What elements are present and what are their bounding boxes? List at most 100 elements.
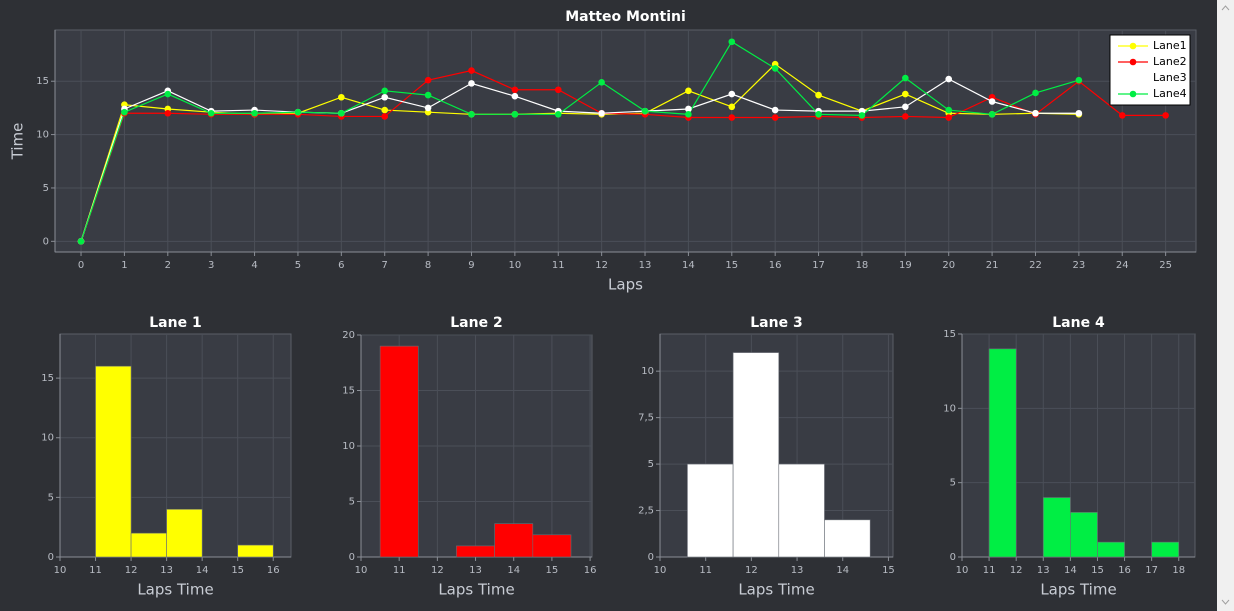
y-tick-label: 7,5 — [638, 413, 654, 424]
x-tick-label: 16 — [584, 565, 597, 576]
data-point — [381, 93, 389, 101]
x-tick-label: 10 — [54, 565, 67, 576]
data-point — [815, 91, 822, 99]
histogram-bar — [379, 345, 419, 558]
x-tick-label: 11 — [552, 260, 565, 271]
data-point — [728, 114, 736, 121]
data-point — [945, 75, 953, 83]
scrollbar[interactable] — [1217, 0, 1234, 611]
y-tick-label: 5 — [43, 183, 49, 194]
x-tick-label: 7 — [382, 260, 388, 271]
data-point — [1118, 112, 1126, 119]
data-point — [988, 111, 996, 118]
histogram-bar — [95, 365, 132, 558]
data-point — [945, 106, 953, 114]
histogram-bar — [237, 544, 274, 558]
x-tick-label: 11 — [393, 565, 406, 576]
histogram-bar — [1097, 541, 1125, 558]
data-point — [902, 74, 909, 82]
scroll-down[interactable] — [1221, 599, 1230, 605]
x-tick-label: 6 — [338, 260, 344, 271]
y-tick-label: 0 — [349, 552, 355, 563]
chart-title: Lane 4 — [1052, 315, 1105, 331]
x-tick-label: 10 — [355, 565, 368, 576]
y-tick-label: 15 — [342, 386, 355, 397]
series-line — [80, 40, 1080, 242]
data-point — [685, 105, 692, 113]
x-tick-label: 25 — [1159, 260, 1172, 271]
chart-title: Lane 2 — [450, 315, 502, 331]
x-tick-label: 1 — [121, 260, 127, 271]
histogram-bar — [1070, 512, 1098, 558]
x-tick-label: 12 — [125, 565, 138, 576]
x-tick-label: 22 — [1029, 260, 1042, 271]
y-tick-label: 0 — [950, 552, 956, 563]
chart-title: Lane 1 — [149, 315, 201, 331]
legend-label: Lane2 — [1153, 55, 1187, 68]
x-tick-label: 14 — [1064, 565, 1077, 576]
data-point — [1162, 112, 1169, 119]
legend-label: Lane3 — [1153, 71, 1187, 84]
histogram-bar — [166, 508, 203, 558]
series-line — [80, 69, 1166, 242]
data-point — [598, 78, 605, 86]
x-tick-label: 14 — [507, 565, 520, 576]
data-point — [771, 114, 779, 121]
scroll-up[interactable] — [1221, 5, 1230, 11]
x-tick-label: 17 — [1145, 565, 1158, 576]
y-tick-label: 10 — [641, 366, 654, 377]
x-tick-label: 21 — [986, 260, 999, 271]
x-axis-label: Laps Time — [438, 581, 514, 599]
y-tick-label: 20 — [342, 330, 355, 341]
histogram-bar — [732, 352, 780, 558]
histogram-bar — [1042, 497, 1071, 558]
y-tick-label: 5 — [648, 459, 654, 470]
x-axis-label: Laps Time — [1040, 581, 1116, 599]
x-tick-label: 9 — [468, 260, 474, 271]
data-point — [988, 98, 996, 105]
data-point — [1032, 89, 1039, 97]
x-tick-label: 18 — [1172, 565, 1185, 576]
y-tick-label: 10 — [342, 441, 355, 452]
x-tick-label: 4 — [251, 260, 257, 271]
x-tick-label: 10 — [654, 565, 667, 576]
x-tick-label: 8 — [425, 260, 431, 271]
data-point — [815, 111, 822, 118]
x-tick-label: 13 — [469, 565, 482, 576]
data-point — [207, 109, 215, 117]
x-tick-label: 10 — [956, 565, 969, 576]
x-tick-label: 15 — [546, 565, 559, 576]
data-point — [902, 90, 909, 98]
data-point — [511, 111, 519, 118]
x-tick-label: 14 — [682, 260, 695, 271]
y-tick-label: 10 — [41, 433, 54, 444]
legend-marker — [1129, 90, 1137, 98]
x-tick-label: 15 — [1091, 565, 1104, 576]
data-point — [251, 109, 258, 117]
data-point — [554, 86, 562, 94]
x-tick-label: 0 — [78, 260, 84, 271]
x-tick-label: 5 — [295, 260, 301, 271]
x-tick-label: 17 — [812, 260, 825, 271]
data-point — [294, 108, 302, 116]
y-tick-label: 2,5 — [638, 506, 654, 517]
y-axis-label: Time — [9, 123, 27, 161]
data-point — [77, 238, 85, 245]
x-tick-label: 2 — [165, 260, 171, 271]
data-point — [424, 91, 432, 99]
y-tick-label: 10 — [943, 403, 956, 414]
data-point — [1075, 76, 1083, 84]
legend-marker — [1129, 58, 1137, 66]
x-tick-label: 24 — [1116, 260, 1129, 271]
data-point — [685, 87, 692, 95]
y-tick-label: 15 — [36, 76, 49, 87]
x-tick-label: 16 — [267, 565, 280, 576]
y-tick-label: 5 — [950, 478, 956, 489]
data-point — [468, 67, 475, 74]
legend-marker — [1129, 42, 1137, 50]
y-tick-label: 5 — [48, 492, 54, 503]
data-point — [641, 107, 649, 115]
data-point — [121, 108, 128, 116]
histogram-bar — [494, 523, 534, 558]
y-tick-label: 10 — [36, 130, 49, 141]
